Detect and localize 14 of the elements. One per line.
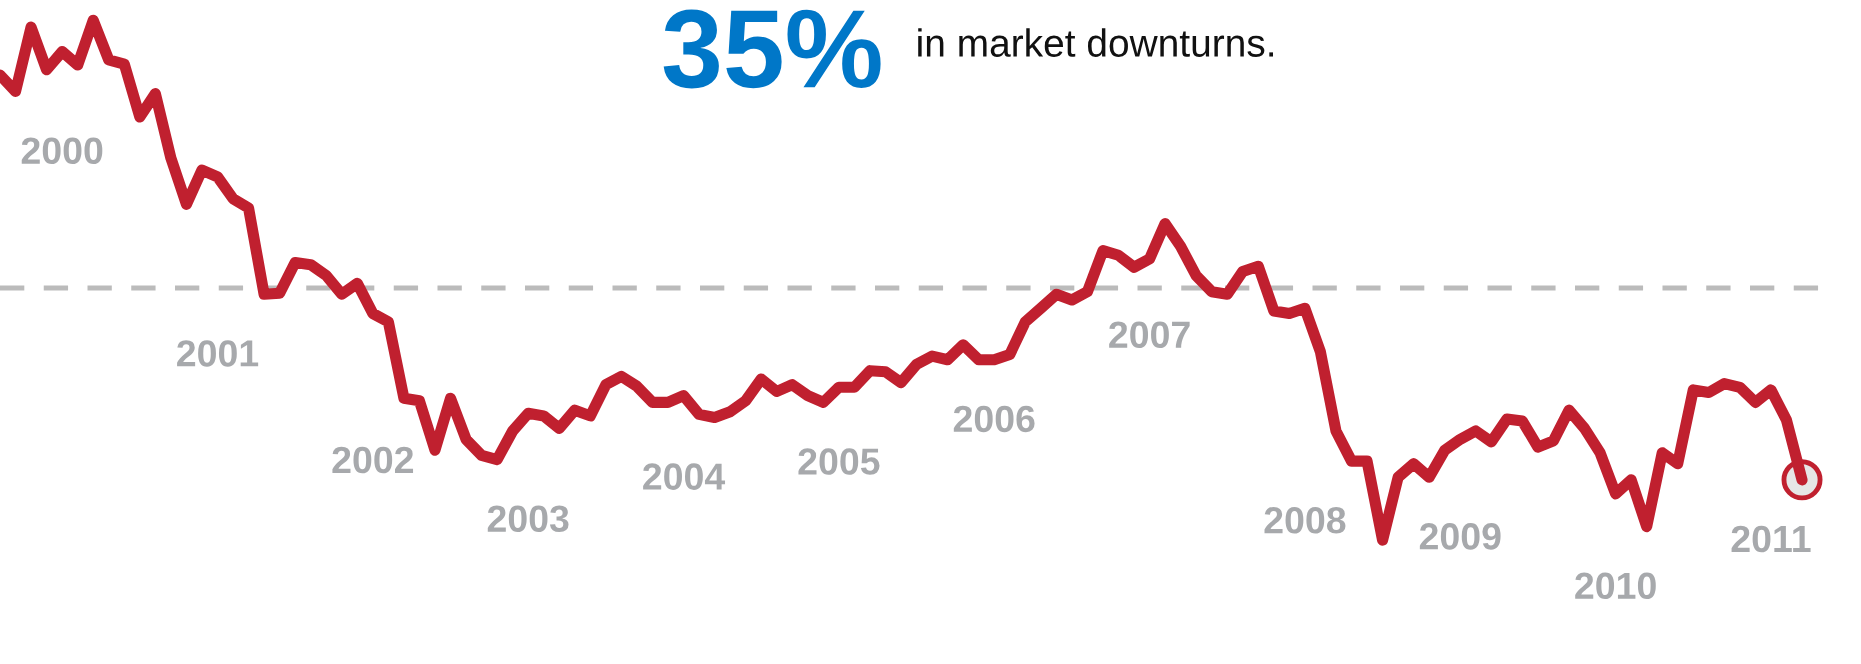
annotation: 2004 — [643, 463, 726, 490]
annotation: 35% — [663, 9, 881, 89]
annotation: 2005 — [798, 448, 880, 475]
annotation: 2007 — [1109, 321, 1190, 348]
annotation: 2006 — [953, 405, 1035, 433]
annotation: 2000 — [21, 137, 103, 164]
annotation: 2008 — [1264, 507, 1346, 534]
annotation: 2003 — [487, 505, 569, 533]
annotation: 2011 — [1731, 525, 1811, 553]
annotation: in market downturns. — [918, 28, 1274, 57]
annotation: 2002 — [332, 446, 414, 474]
annotation: 2001 — [177, 340, 259, 367]
annotation: 2009 — [1419, 523, 1501, 550]
text: 2010 — [1575, 572, 1656, 600]
